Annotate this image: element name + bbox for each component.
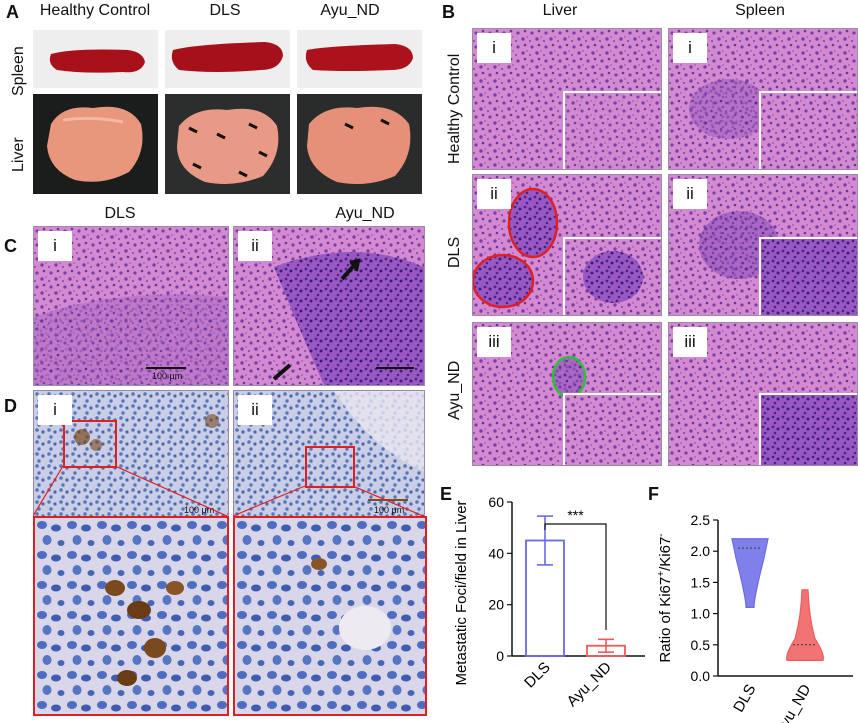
- ihc-zoom-i: [33, 516, 229, 716]
- y-axis-label: Ratio of Ki67+/Ki67-: [656, 533, 674, 662]
- label-ii: ii: [477, 179, 511, 209]
- chart-f-svg: 0.0 0.5 1.0 1.5 2.0 2.5 DLS Ayu_ND Ratio of Ki67…: [656, 512, 853, 723]
- spleen-photo-ayu: [297, 30, 422, 88]
- label-ii: ii: [238, 395, 272, 425]
- significance-label: ***: [567, 507, 584, 523]
- liver-photo-dls: [165, 94, 290, 194]
- panel-b-header-spleen: Spleen: [735, 2, 785, 19]
- ihc-zoom-ii: [233, 516, 427, 716]
- y-axis-label: Metastatic Foci/field in Liver: [453, 500, 470, 685]
- y-tick-label: 20: [488, 597, 504, 613]
- panel-d-letter: D: [4, 396, 17, 416]
- he-c-i: i 100 μm: [33, 226, 229, 386]
- chart-e-svg: 0 20 40 60 DLS Ayu_ND *** Metastatic Foci/field…: [453, 494, 645, 710]
- arrow-icon: [272, 363, 292, 381]
- x-tick-label: DLS: [521, 659, 554, 692]
- y-tick-label: 2.5: [691, 512, 711, 528]
- label-iii: iii: [673, 327, 707, 357]
- y-tick-label: 1.0: [691, 606, 711, 622]
- label-i: i: [38, 231, 72, 261]
- panel-c-letter: C: [4, 236, 17, 256]
- panel-a-header-healthy: Healthy Control: [39, 2, 151, 19]
- y-tick-label: 2.0: [691, 543, 711, 559]
- panel-a-header-dls: DLS: [209, 2, 241, 19]
- he-spleen-ayu: iii: [668, 322, 858, 466]
- x-tick-label: Ayu_ND: [563, 659, 614, 710]
- spleen-photo-healthy: [33, 30, 158, 88]
- panel-a-bottom-dls: DLS: [104, 205, 136, 222]
- y-tick-label: 1.5: [691, 574, 711, 590]
- panel-a-row-spleen: Spleen: [10, 46, 27, 96]
- panel-a-row-liver: Liver: [10, 137, 27, 172]
- significance-bracket: [544, 523, 607, 630]
- he-spleen-healthy: i: [668, 28, 858, 170]
- he-liver-healthy: i: [472, 28, 662, 170]
- zoom-connectors: [33, 466, 423, 516]
- x-tick-label: Ayu_ND: [772, 681, 815, 723]
- panel-b-header-liver: Liver: [542, 2, 578, 19]
- zoom-box: [305, 446, 355, 488]
- label-ii: ii: [673, 179, 707, 209]
- label-i: i: [673, 33, 707, 63]
- label-i: i: [477, 33, 511, 63]
- he-liver-dls: ii: [472, 174, 662, 316]
- y-tick-label: 0: [496, 648, 504, 664]
- he-c-ii: ii: [233, 226, 425, 386]
- he-spleen-dls: ii: [668, 174, 858, 316]
- panel-e-letter: E: [440, 484, 453, 504]
- ihc-d-i: i 100 μm: [33, 390, 229, 528]
- liver-photo-ayu: [297, 94, 422, 194]
- panel-a-bottom-ayu: Ayu_ND: [335, 205, 395, 222]
- violin: [786, 589, 824, 661]
- panel-b-letter: B: [442, 2, 455, 22]
- y-tick-label: 40: [488, 545, 504, 561]
- scale-text: 100 μm: [184, 505, 215, 515]
- he-liver-ayu: iii: [472, 322, 662, 466]
- scale-text: 100 μm: [152, 371, 183, 381]
- ihc-d-ii: ii 100 μm: [233, 390, 425, 528]
- y-tick-label: 0.5: [691, 637, 711, 653]
- scale-bar: [376, 367, 414, 369]
- zoom-box: [63, 420, 117, 468]
- panel-f-letter: F: [648, 484, 659, 504]
- panel-a-header-ayu: Ayu_ND: [320, 2, 380, 19]
- spleen-photo-dls: [165, 30, 290, 88]
- scale-bar: [146, 367, 186, 369]
- panel-b-row-ayu: Ayu_ND: [446, 360, 463, 420]
- label-ii: ii: [238, 231, 272, 261]
- arrow-icon: [340, 258, 361, 281]
- y-tick-label: 0.0: [691, 668, 711, 684]
- label-i: i: [38, 395, 72, 425]
- label-iii: iii: [477, 327, 511, 357]
- panel-a-letter: A: [6, 2, 19, 22]
- scale-bar: [368, 499, 408, 501]
- x-tick-label: DLS: [730, 682, 759, 716]
- y-tick-label: 60: [488, 494, 504, 510]
- panel-b-row-healthy: Healthy Control: [446, 53, 463, 164]
- liver-photo-healthy: [33, 94, 158, 194]
- scale-text: 100 μm: [374, 505, 405, 515]
- violin: [731, 538, 769, 608]
- panel-b-row-dls: DLS: [446, 236, 463, 268]
